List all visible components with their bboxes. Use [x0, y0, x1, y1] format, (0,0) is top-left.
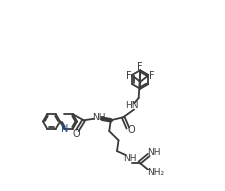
Text: F: F: [137, 62, 142, 72]
Text: NH₂: NH₂: [146, 168, 164, 177]
Text: O: O: [72, 129, 80, 139]
Text: HN: HN: [124, 101, 138, 110]
Text: NH: NH: [147, 148, 160, 157]
Text: N: N: [60, 124, 68, 134]
Text: F: F: [125, 71, 131, 81]
Text: O: O: [127, 125, 135, 135]
Text: F: F: [148, 71, 154, 81]
Text: NH: NH: [91, 113, 105, 122]
Text: ,: ,: [108, 115, 111, 125]
Text: NH: NH: [122, 154, 135, 163]
